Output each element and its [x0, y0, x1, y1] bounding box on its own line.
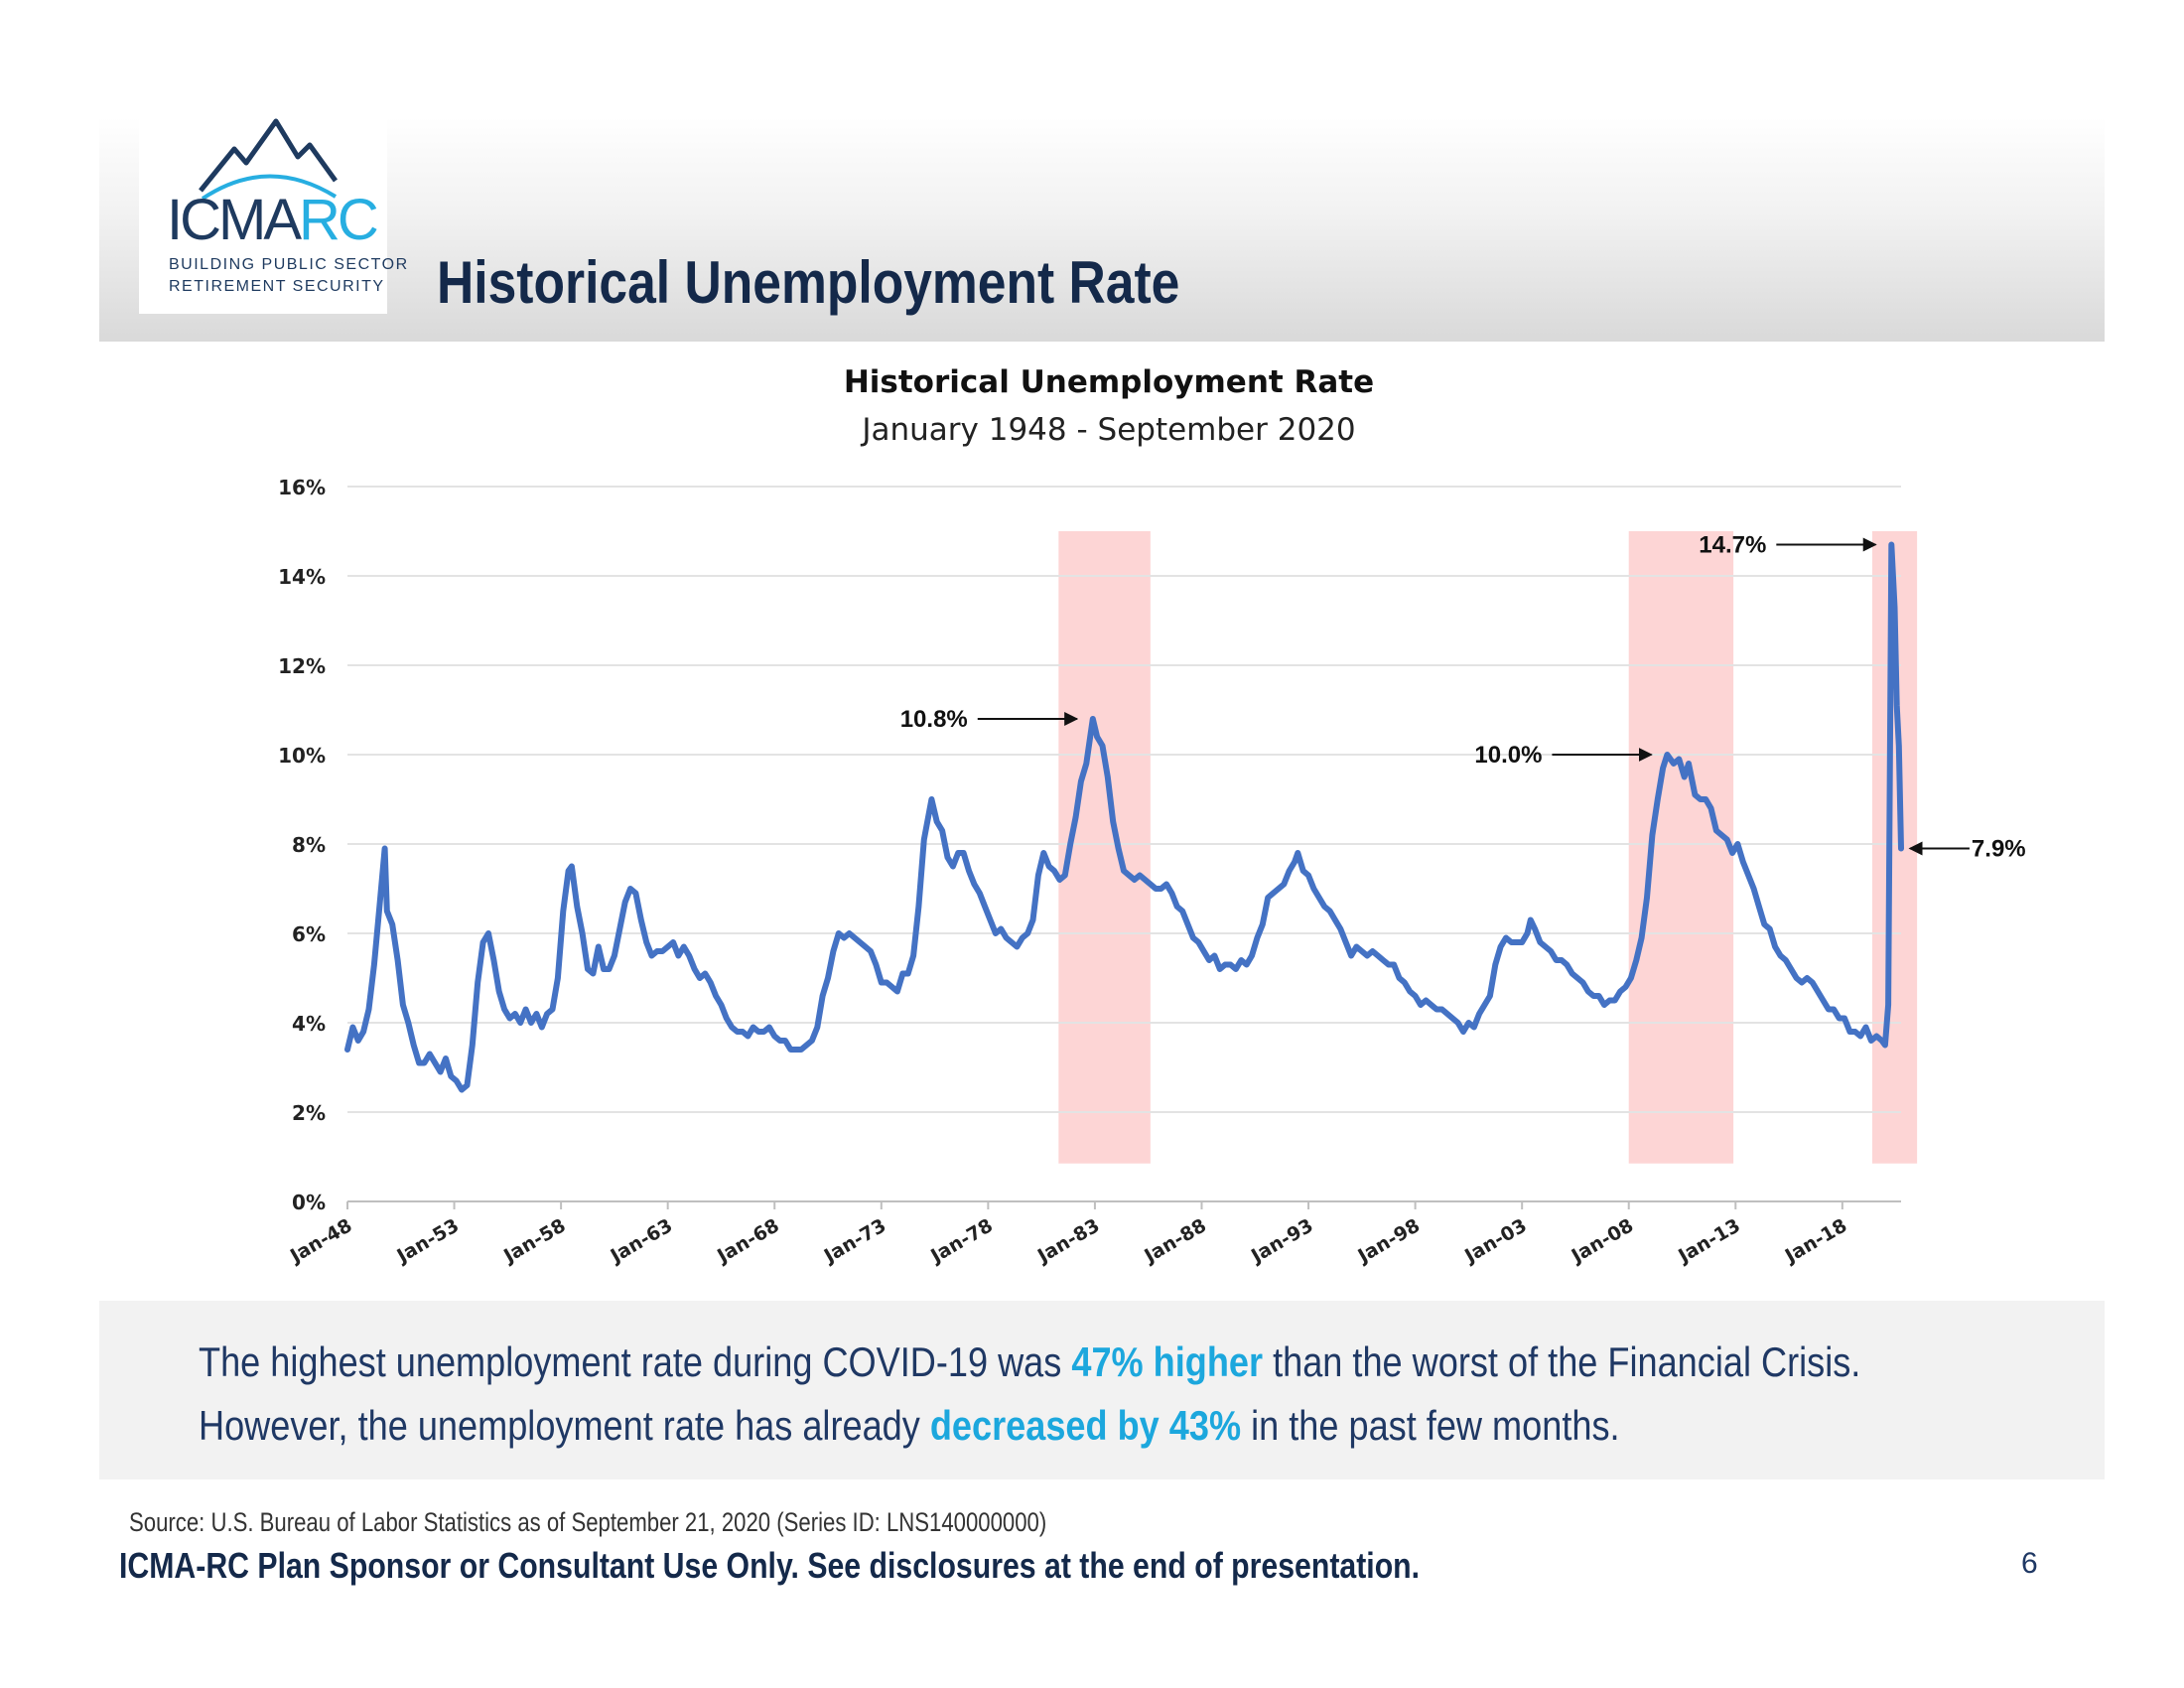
callout-line-2-highlight: decreased by 43%	[929, 1402, 1242, 1449]
logo-wordmark: ICMARC	[167, 188, 379, 252]
x-tick-label: Jan-88	[1140, 1214, 1210, 1268]
icma-rc-logo: ICMARC BUILDING PUBLIC SECTOR RETIREMENT…	[139, 117, 407, 314]
source-note: Source: U.S. Bureau of Labor Statistics …	[129, 1507, 1047, 1537]
annotation-label: 10.0%	[1474, 742, 1542, 769]
callout-line-2-before: However, the unemployment rate has alrea…	[199, 1402, 930, 1449]
logo-tagline-line2: RETIREMENT SECURITY	[169, 278, 385, 295]
header-band	[99, 117, 2105, 342]
x-tick-label: Jan-93	[1246, 1214, 1316, 1268]
x-tick-label: Jan-13	[1673, 1214, 1743, 1268]
x-tick-label: Jan-08	[1567, 1214, 1637, 1268]
callout-line-2: However, the unemployment rate has alrea…	[199, 1402, 1620, 1450]
annotation-label: 10.8%	[900, 706, 968, 733]
logo-tagline-line1: BUILDING PUBLIC SECTOR	[169, 256, 409, 273]
x-tick-label: Jan-98	[1353, 1214, 1424, 1268]
recession-shade-1	[1628, 531, 1734, 1164]
recession-shade-0	[1058, 531, 1151, 1164]
x-tick-label: Jan-78	[925, 1214, 996, 1268]
x-axis-ticks: Jan-48 Jan-53 Jan-58 Jan-63 Jan-68 Jan-73 Jan-…	[285, 1201, 1850, 1268]
annotation-label: 7.9%	[1972, 836, 2026, 863]
y-tick-label: 8%	[292, 833, 326, 857]
x-tick-label: Jan-03	[1459, 1214, 1530, 1268]
x-tick-label: Jan-63	[606, 1214, 676, 1268]
series-line-0	[344, 541, 1904, 1093]
unemployment-line-chart: Historical Unemployment Rate January 194…	[278, 364, 2026, 1268]
callout-line-1: The highest unemployment rate during COV…	[199, 1338, 1860, 1386]
annotation-label: 14.7%	[1699, 532, 1766, 559]
y-tick-label: 4%	[292, 1012, 326, 1036]
gridlines	[347, 486, 1901, 1113]
y-tick-label: 6%	[292, 922, 326, 946]
logo-tagline: BUILDING PUBLIC SECTOR RETIREMENT SECURI…	[169, 254, 409, 298]
callout-line-1-highlight: 47% higher	[1071, 1338, 1264, 1385]
logo-wordmark-right: RC	[299, 188, 379, 252]
x-tick-label: Jan-48	[285, 1214, 355, 1268]
callout-line-1-after: than the worst of the Financial Crisis.	[1263, 1338, 1861, 1385]
value-annotations: 10.8% 10.0% 14.7% 7.9%	[900, 532, 2026, 863]
callout-line-2-after: in the past few months.	[1241, 1402, 1620, 1449]
x-tick-label: Jan-73	[819, 1214, 889, 1268]
recession-shading	[1058, 531, 1918, 1164]
mountain-logo-icon	[199, 118, 338, 201]
y-tick-label: 2%	[292, 1101, 326, 1125]
page-title: Historical Unemployment Rate	[437, 249, 1180, 316]
y-tick-label: 12%	[278, 654, 326, 678]
x-tick-label: Jan-18	[1780, 1214, 1850, 1268]
logo-wordmark-left: ICMA	[167, 188, 302, 252]
callout-line-1-before: The highest unemployment rate during COV…	[199, 1338, 1072, 1385]
y-axis-ticks: 0% 2% 4% 6% 8% 10% 12% 14% 16%	[278, 476, 326, 1214]
x-tick-label: Jan-83	[1032, 1214, 1103, 1268]
x-tick-label: Jan-53	[392, 1214, 463, 1268]
x-tick-label: Jan-58	[498, 1214, 569, 1268]
y-tick-label: 10%	[278, 744, 326, 768]
y-tick-label: 0%	[292, 1191, 326, 1214]
page-number: 6	[2021, 1547, 2038, 1580]
callout-band	[99, 1301, 2105, 1479]
y-tick-label: 14%	[278, 565, 326, 589]
x-tick-label: Jan-68	[712, 1214, 782, 1268]
y-tick-label: 16%	[278, 476, 326, 499]
series-lines	[344, 541, 1904, 1093]
chart-subtitle: January 1948 - September 2020	[860, 412, 1355, 448]
chart-title: Historical Unemployment Rate	[844, 364, 1374, 400]
disclaimer: ICMA-RC Plan Sponsor or Consultant Use O…	[119, 1545, 1421, 1586]
